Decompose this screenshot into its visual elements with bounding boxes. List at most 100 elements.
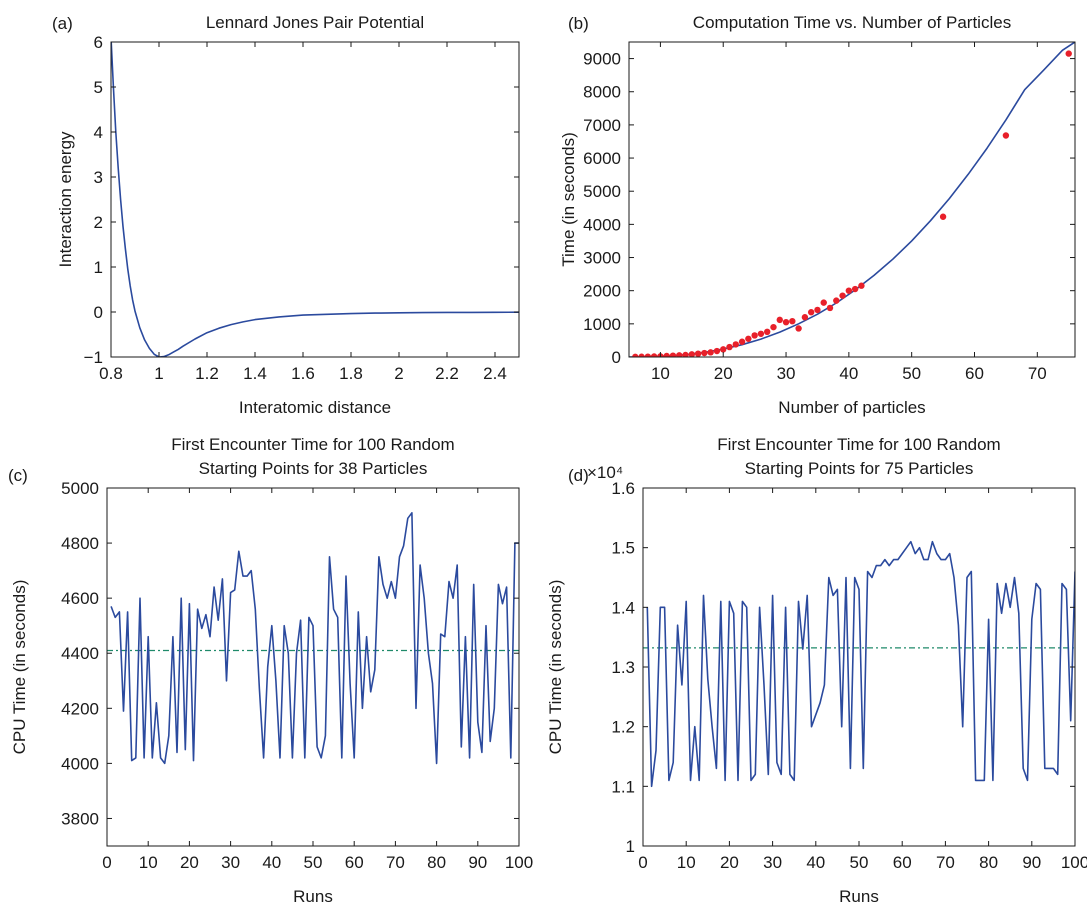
axes-frame bbox=[106, 487, 520, 847]
y-tick-label: 5000 bbox=[61, 479, 99, 498]
data-point bbox=[826, 304, 834, 312]
panel-label: (a) bbox=[52, 14, 73, 33]
y-tick-label: 1 bbox=[94, 258, 103, 277]
x-tick-label: 40 bbox=[806, 853, 825, 872]
data-point bbox=[833, 297, 840, 304]
x-tick-label: 80 bbox=[979, 853, 998, 872]
y-axis-label: Time (in seconds) bbox=[559, 132, 578, 266]
x-tick-label: 70 bbox=[386, 853, 405, 872]
x-tick-label: 40 bbox=[262, 853, 281, 872]
chart-title: Starting Points for 38 Particles bbox=[199, 459, 428, 478]
y-tick-label: 0 bbox=[612, 348, 621, 367]
y-tick-label: 0 bbox=[94, 303, 103, 322]
x-tick-label: 0 bbox=[638, 853, 647, 872]
x-tick-label: 1.6 bbox=[291, 364, 315, 383]
x-tick-label: 70 bbox=[936, 853, 955, 872]
data-point bbox=[795, 325, 802, 332]
data-point bbox=[851, 285, 859, 293]
series-line-1 bbox=[646, 540, 1075, 788]
data-point bbox=[939, 213, 947, 220]
chart-title: First Encounter Time for 100 Random bbox=[717, 435, 1000, 454]
y-tick-label: 6000 bbox=[583, 149, 621, 168]
x-tick-label: 10 bbox=[651, 364, 670, 383]
data-point bbox=[663, 352, 670, 357]
y-tick-label: 3 bbox=[94, 168, 103, 187]
y-tick-label: 2 bbox=[94, 213, 103, 232]
y-axis-label: CPU Time (in seconds) bbox=[10, 580, 29, 755]
chart-panel-3: 0 10 20 30 40 50 60 70 80 90 100 3800 4000 4200 4400 46… bbox=[8, 435, 533, 906]
y-tick-label: 4400 bbox=[61, 644, 99, 663]
x-tick-label: 30 bbox=[777, 364, 796, 383]
x-tick-label: 2.2 bbox=[435, 364, 459, 383]
series-line-1 bbox=[110, 511, 519, 765]
y-tick-label: 4800 bbox=[61, 534, 99, 553]
data-point bbox=[713, 347, 721, 355]
data-point bbox=[770, 323, 777, 331]
x-tick-label: 0.8 bbox=[99, 364, 123, 383]
x-axis-label: Interatomic distance bbox=[239, 398, 391, 417]
x-tick-label: 1.2 bbox=[195, 364, 219, 383]
x-tick-label: 60 bbox=[345, 853, 364, 872]
y-tick-label: 4200 bbox=[61, 699, 99, 718]
y-axis-label: CPU Time (in seconds) bbox=[546, 580, 565, 755]
y-tick-label: 2000 bbox=[583, 282, 621, 301]
x-tick-label: 50 bbox=[304, 853, 323, 872]
y-tick-label: 4 bbox=[94, 123, 103, 142]
x-tick-label: 100 bbox=[505, 853, 533, 872]
y-tick-label: 8000 bbox=[583, 83, 621, 102]
x-tick-label: 80 bbox=[427, 853, 446, 872]
panel-label: (d) bbox=[568, 466, 589, 485]
y-tick-label: 6 bbox=[94, 33, 103, 52]
x-tick-label: 10 bbox=[677, 853, 696, 872]
y-axis-label: Interaction energy bbox=[56, 131, 75, 268]
x-axis-label: Number of particles bbox=[778, 398, 925, 417]
panel-label: (c) bbox=[8, 466, 28, 485]
data-point bbox=[776, 316, 783, 324]
x-axis-label: Runs bbox=[293, 887, 333, 906]
chart-title: First Encounter Time for 100 Random bbox=[171, 435, 454, 454]
x-tick-label: 30 bbox=[763, 853, 782, 872]
chart-title: Starting Points for 75 Particles bbox=[745, 459, 974, 478]
y-tick-label: 9000 bbox=[583, 50, 621, 69]
x-tick-label: 100 bbox=[1061, 853, 1087, 872]
x-tick-label: 90 bbox=[1022, 853, 1041, 872]
x-tick-label: 90 bbox=[468, 853, 487, 872]
x-tick-label: 70 bbox=[1028, 364, 1047, 383]
axes-frame bbox=[110, 41, 520, 358]
chart-panel-4: 0 10 20 30 40 50 60 70 80 90 100 1 1.1 1.2 1.3 1.4 1.5 1.… bbox=[546, 435, 1087, 906]
data-point bbox=[751, 332, 758, 339]
x-tick-label: 50 bbox=[902, 364, 921, 383]
data-point bbox=[726, 343, 733, 351]
data-point bbox=[845, 287, 853, 294]
y-tick-label: 4000 bbox=[583, 215, 621, 234]
y-tick-label: 3800 bbox=[61, 809, 99, 828]
data-point bbox=[682, 351, 689, 357]
data-point bbox=[814, 306, 821, 314]
data-point bbox=[676, 352, 683, 357]
data-point bbox=[745, 335, 752, 342]
data-point bbox=[632, 353, 639, 357]
x-tick-label: 1 bbox=[154, 364, 163, 383]
panel-label: (b) bbox=[568, 14, 589, 33]
y-tick-label: 1000 bbox=[583, 315, 621, 334]
chart-panel-1: 0.8 1 1.2 1.4 1.6 1.8 2 2.2 2.4 −1 0 1 2 3 4 5 6 Interato… bbox=[52, 13, 520, 417]
y-tick-label: 1.3 bbox=[611, 658, 635, 677]
series-line-1 bbox=[629, 42, 1075, 357]
x-tick-label: 60 bbox=[965, 364, 984, 383]
data-point bbox=[807, 309, 815, 316]
x-tick-label: 20 bbox=[714, 364, 733, 383]
data-point bbox=[1002, 132, 1010, 139]
x-tick-label: 10 bbox=[139, 853, 158, 872]
data-point bbox=[801, 314, 809, 321]
x-tick-label: 60 bbox=[893, 853, 912, 872]
y-tick-label: 5000 bbox=[583, 182, 621, 201]
data-point bbox=[782, 318, 790, 326]
data-point bbox=[732, 341, 739, 348]
data-point bbox=[789, 317, 796, 325]
x-tick-label: 50 bbox=[850, 853, 869, 872]
x-axis-label: Runs bbox=[839, 887, 879, 906]
x-tick-label: 0 bbox=[102, 853, 111, 872]
data-point bbox=[763, 328, 771, 335]
data-point bbox=[694, 350, 702, 357]
data-point bbox=[638, 353, 645, 357]
